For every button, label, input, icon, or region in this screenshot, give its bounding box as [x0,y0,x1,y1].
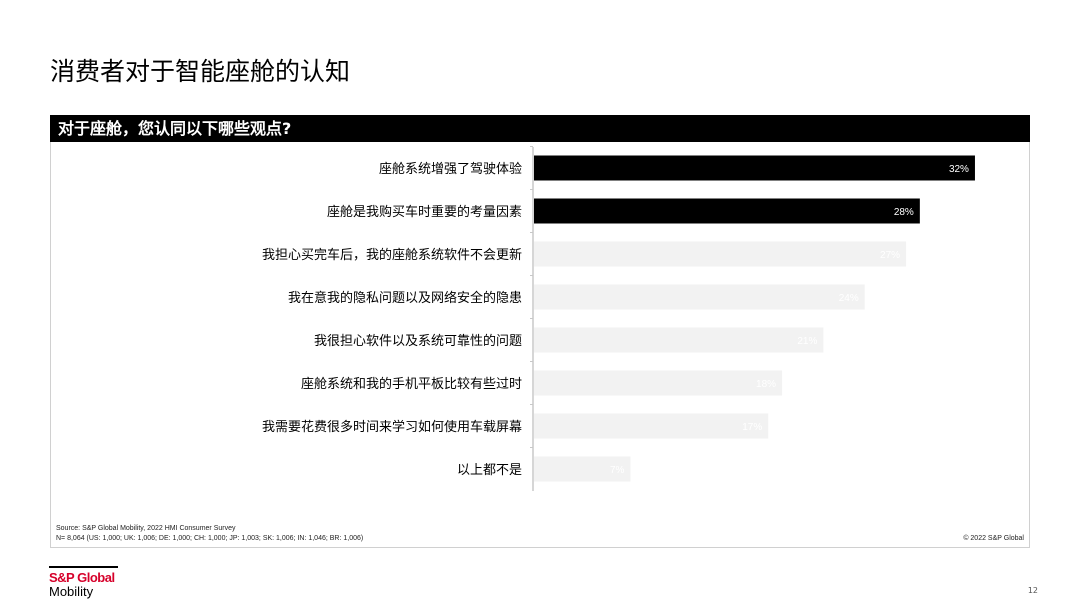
category-label: 我需要花费很多时间来学习如何使用车载屏幕 [262,419,522,435]
data-label: 7% [610,465,625,476]
category-label: 座舱是我购买车时重要的考量因素 [327,204,522,220]
bar [534,413,769,439]
data-label: 27% [880,250,900,261]
bar [534,284,865,310]
data-label: 21% [797,336,817,347]
data-label: 28% [894,207,914,218]
logo-line2: Mobility [49,584,94,599]
chart-title: 对于座舱，您认同以下哪些观点? [50,115,1030,142]
page-title: 消费者对于智能座舱的认知 [50,57,351,86]
category-label: 座舱系统和我的手机平板比较有些过时 [301,376,522,392]
page-number: 12 [1027,586,1038,595]
data-label: 18% [756,379,776,390]
category-label: 以上都不是 [457,463,522,478]
bar [534,456,631,482]
sample-size-note: N= 8,064 (US: 1,000; UK: 1,006; DE: 1,00… [56,535,364,542]
bar [534,327,824,353]
bar [534,155,975,181]
category-label: 座舱系统增强了驾驶体验 [379,161,522,177]
category-label: 我很担心软件以及系统可靠性的问题 [314,333,522,349]
data-label: 17% [742,422,762,433]
logo-line1: S&P Global [49,570,115,585]
logo: S&P Global Mobility [49,566,118,599]
bar [534,198,920,224]
bar [534,370,783,396]
category-label: 我在意我的隐私问题以及网络安全的隐患 [288,290,522,306]
chart-frame [50,142,1030,548]
data-label: 24% [839,293,859,304]
category-label: 我担心买完车后，我的座舱系统软件不会更新 [262,247,522,263]
copyright: © 2022 S&P Global [963,535,1024,542]
bar [534,241,907,267]
data-label: 32% [949,164,969,175]
source-note: Source: S&P Global Mobility, 2022 HMI Co… [56,525,236,532]
